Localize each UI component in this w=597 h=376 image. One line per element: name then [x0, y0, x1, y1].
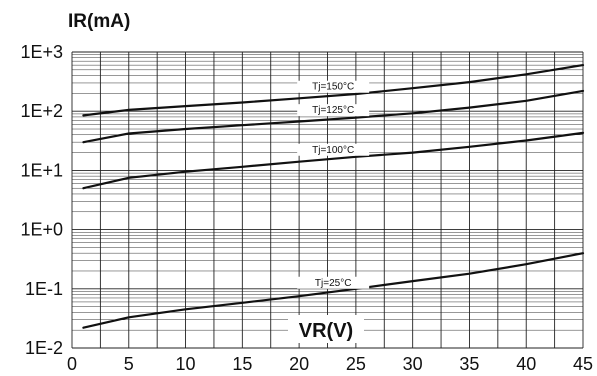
y-tick-label: 1E+0 [20, 220, 63, 240]
curve-labels: Tj=150°C Tj=125°C Tj=100°C Tj=25°C [297, 80, 370, 289]
x-tick-label: 0 [67, 354, 77, 374]
series-label-box [297, 104, 370, 117]
grid [71, 51, 584, 349]
y-tick-label: 1E-2 [25, 338, 63, 358]
x-tick-label: 40 [516, 354, 536, 374]
x-tick-label: 45 [573, 354, 593, 374]
series-label: Tj=100°C [312, 145, 354, 156]
series-line [82, 89, 585, 144]
y-axis-label: IR(mA) [68, 11, 130, 32]
series-label-box [297, 143, 370, 156]
x-tick-label: 10 [176, 354, 196, 374]
x-tick-label: 15 [232, 354, 252, 374]
series-label: Tj=150°C [312, 82, 354, 93]
series-label: Tj=125°C [312, 105, 354, 116]
y-tick-label: 1E+3 [20, 42, 63, 62]
x-axis-label: VR(V) [299, 320, 353, 342]
y-tick-label: 1E-1 [25, 279, 63, 299]
y-tick-labels: 1E-2 1E-1 1E+0 1E+1 1E+2 1E+3 [20, 42, 63, 358]
series-label-box [297, 276, 370, 289]
series-line [82, 63, 585, 117]
y-tick-label: 1E+2 [20, 101, 63, 121]
x-tick-label: 5 [124, 354, 134, 374]
series-label-box [297, 80, 370, 93]
x-tick-label: 30 [403, 354, 423, 374]
series-line [82, 131, 585, 190]
x-tick-labels: 0 5 10 15 20 25 30 35 40 45 [67, 354, 593, 374]
series-line [82, 252, 585, 329]
series-label: Tj=25°C [315, 278, 352, 289]
x-tick-label: 25 [346, 354, 366, 374]
x-axis-label-box [288, 315, 364, 343]
x-tick-label: 35 [459, 354, 479, 374]
curves [82, 63, 585, 329]
y-tick-label: 1E+1 [20, 160, 63, 180]
x-tick-label: 20 [289, 354, 309, 374]
